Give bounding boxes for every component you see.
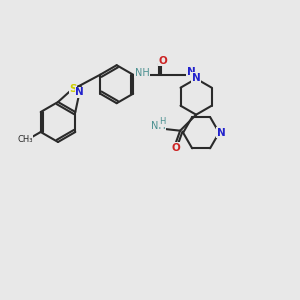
Text: CH₃: CH₃ bbox=[17, 136, 33, 145]
Text: N: N bbox=[217, 128, 226, 138]
Text: N: N bbox=[75, 87, 84, 98]
Text: N: N bbox=[187, 67, 196, 77]
Text: H: H bbox=[159, 117, 165, 126]
Text: NH: NH bbox=[135, 68, 149, 78]
Text: S: S bbox=[69, 84, 76, 94]
Text: O: O bbox=[172, 143, 181, 153]
Text: NH: NH bbox=[151, 121, 166, 131]
Text: O: O bbox=[159, 56, 167, 66]
Text: N: N bbox=[192, 73, 200, 83]
